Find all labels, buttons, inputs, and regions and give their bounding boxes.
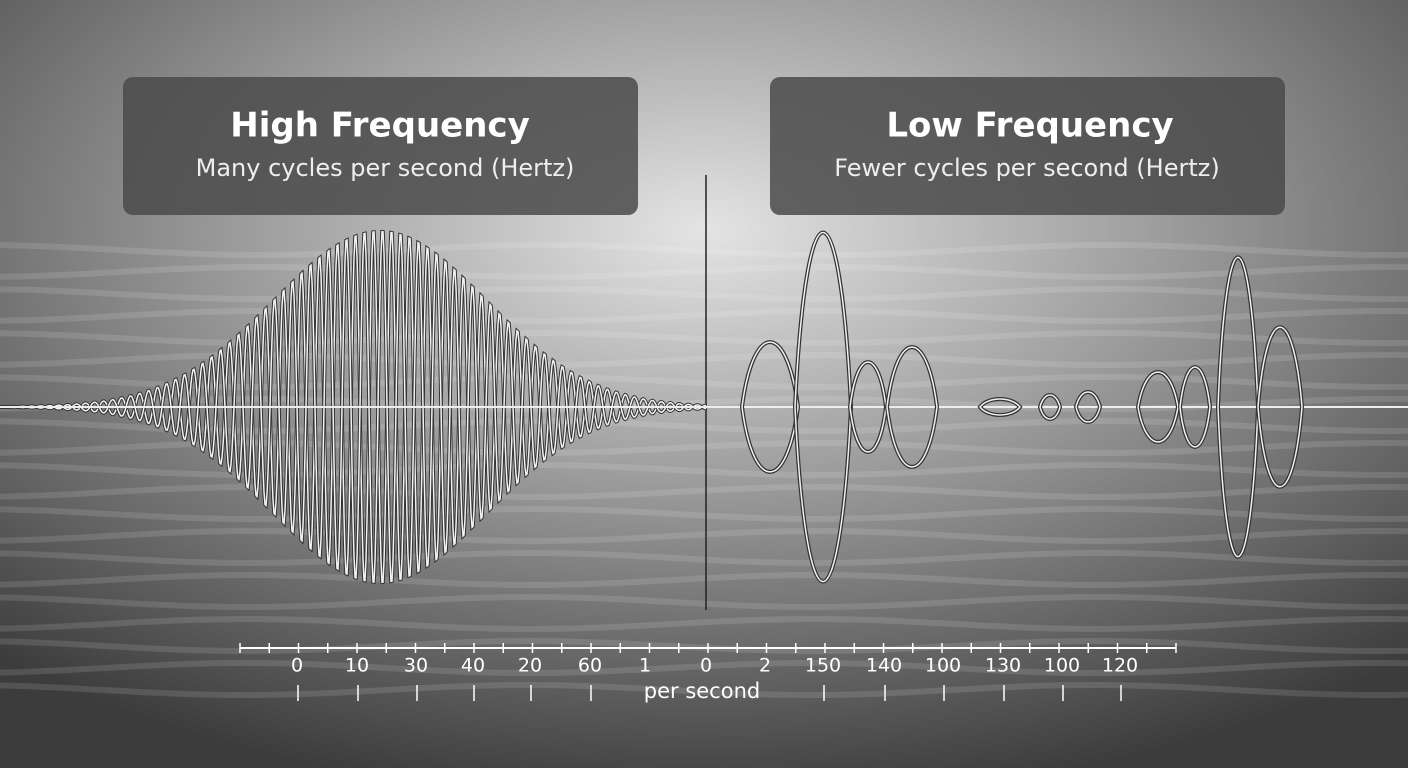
panel-box: [123, 77, 638, 215]
tick-label: 10: [345, 655, 369, 677]
tick-label: 150: [805, 655, 841, 677]
tick-label: 120: [1102, 655, 1138, 677]
ripple: [0, 461, 1408, 479]
ripple: [0, 285, 1408, 303]
panel-subtitle: Fewer cycles per second (Hertz): [834, 154, 1219, 182]
tick-label: 0: [291, 655, 303, 677]
wave: [0, 230, 707, 583]
panel-box: [770, 77, 1285, 215]
ripple: [0, 615, 1408, 633]
tick-label: 20: [518, 655, 542, 677]
tick-label: 40: [461, 655, 485, 677]
ripple: [0, 329, 1408, 347]
tick-label: 30: [404, 655, 428, 677]
ripple: [0, 483, 1408, 500]
ripple: [0, 681, 1408, 699]
tick-label: 1: [639, 655, 651, 677]
axis-unit-label: per second: [644, 679, 760, 703]
panel-subtitle: Many cycles per second (Hertz): [196, 154, 575, 182]
waves: [0, 229, 1408, 585]
axis: 0 10 30 40 20 60 1 0 2 150 140 100 130 100 120: [239, 643, 1177, 701]
panel-title: Low Frequency: [886, 106, 1173, 146]
tick-label: 140: [866, 655, 902, 677]
tick-label: 0: [700, 655, 712, 677]
wave: [886, 346, 938, 468]
tick-label: 100: [1044, 655, 1080, 677]
wave: [741, 341, 799, 473]
wave: [1075, 391, 1101, 423]
tick-label: 2: [759, 655, 771, 677]
ripple: [0, 593, 1408, 611]
ripple: [0, 527, 1408, 544]
wave: [979, 398, 1021, 416]
panel-title: High Frequency: [230, 106, 530, 146]
tick-label: 60: [578, 655, 602, 677]
wave: [1257, 326, 1303, 488]
wave: [1179, 366, 1211, 448]
ripple: [0, 659, 1408, 677]
ripple: [0, 571, 1408, 588]
ripple: [0, 307, 1408, 325]
ripple: [0, 241, 1408, 259]
tick-label: 100: [925, 655, 961, 677]
ripple: [0, 263, 1408, 281]
tick-label: 130: [985, 655, 1021, 677]
ripple: [0, 506, 1408, 523]
wave: [1039, 394, 1061, 420]
ripple: [0, 550, 1408, 567]
